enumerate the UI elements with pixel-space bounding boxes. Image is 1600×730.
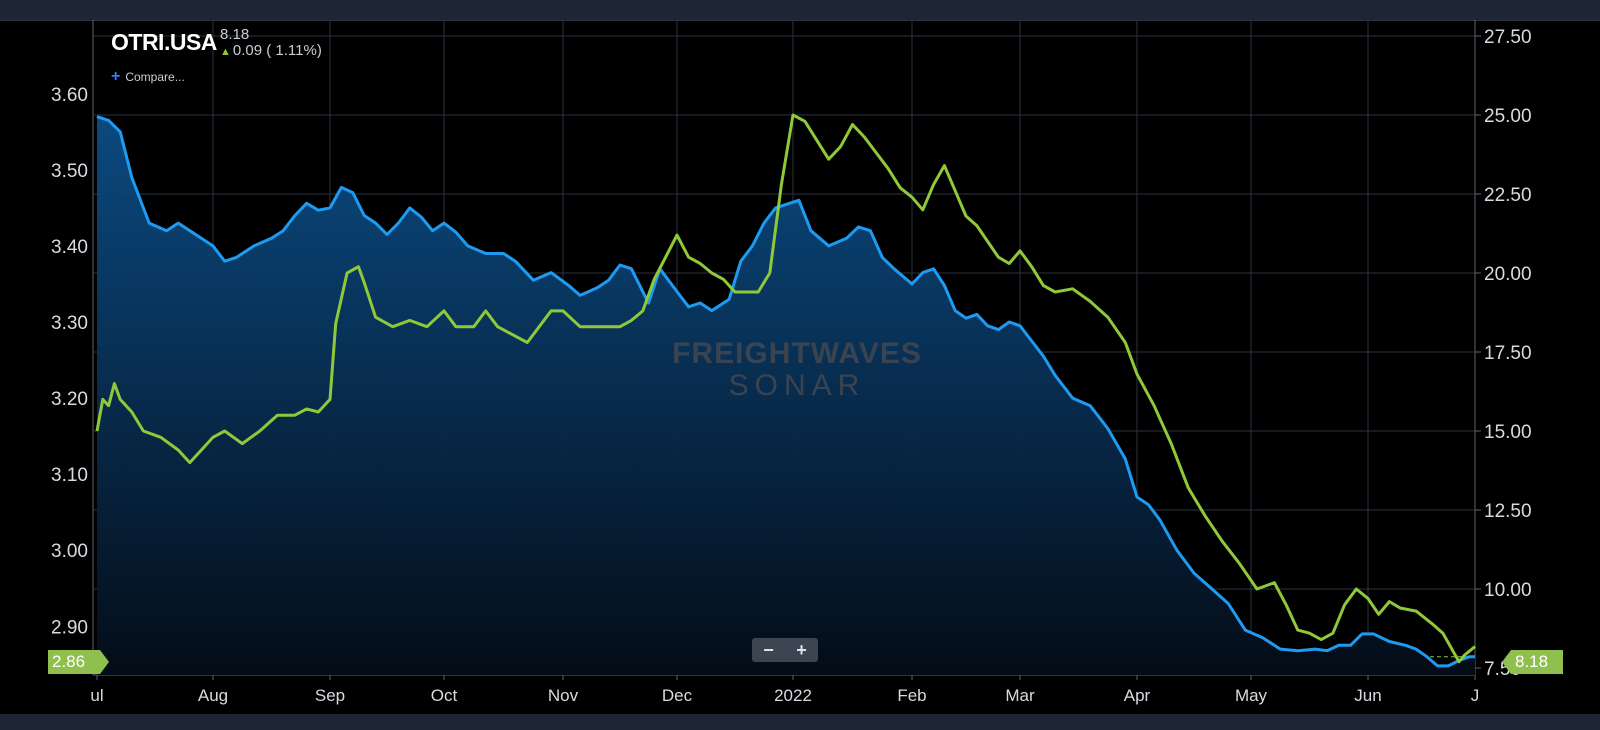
right-axis-tick-label: 15.00	[1484, 422, 1532, 443]
series-area-left	[97, 116, 1475, 676]
ticker-symbol[interactable]: OTRI.USA	[111, 29, 217, 55]
right-axis-tick-label: 25.00	[1484, 106, 1532, 127]
x-axis-tick-label: Dec	[662, 686, 693, 705]
up-arrow-icon: ▲	[220, 46, 231, 58]
left-axis-tick-label: 3.40	[51, 237, 88, 258]
compare-button[interactable]: + Compare...	[111, 68, 185, 86]
line-layer	[95, 113, 1476, 668]
right-axis-tick-label: 20.00	[1484, 264, 1532, 285]
x-axis-tick-label: May	[1235, 686, 1268, 705]
series-line-right	[95, 113, 1476, 664]
right-value-badge: 8.18	[1502, 650, 1563, 674]
area-layer	[97, 116, 1475, 676]
x-axis-tick-label: Apr	[1124, 686, 1151, 705]
right-axis-tick-label: 17.50	[1484, 343, 1532, 364]
x-axis-tick-label: 2022	[774, 686, 812, 705]
right-axis-tick-label: 10.00	[1484, 580, 1532, 601]
x-axis-tick-label: Oct	[431, 686, 458, 705]
left-value-badge: 2.86	[48, 650, 109, 674]
change-text: 0.09 ( 1.11%)	[232, 42, 322, 59]
change-value: ▲ 0.09 ( 1.11%)	[220, 42, 322, 59]
right-axis-tick-label: 12.50	[1484, 501, 1532, 522]
last-value: 8.18	[220, 26, 250, 43]
x-axis-tick-label: Feb	[897, 686, 926, 705]
x-axis-tick-label: Sep	[315, 686, 345, 705]
zoom-out-button[interactable]: −	[763, 640, 774, 660]
x-axis-tick-label: ul	[90, 686, 103, 705]
x-axis-tick-label: Mar	[1005, 686, 1035, 705]
left-axis-tick-label: 3.10	[51, 465, 88, 486]
zoom-controls: − +	[752, 638, 818, 662]
top-toolbar	[0, 0, 1600, 21]
compare-label: Compare...	[125, 70, 185, 84]
left-axis: 3.60 3.50 3.40 3.30 3.20 3.10 3.00 2.90	[51, 85, 88, 639]
series-line-left	[96, 115, 1475, 668]
plus-icon: +	[111, 68, 121, 85]
bottom-bar	[0, 714, 1600, 730]
x-axis-tick-label: Jun	[1354, 686, 1381, 705]
left-axis-tick-label: 3.20	[51, 389, 88, 410]
x-axis: ul Aug Sep Oct Nov Dec 2022 Feb Mar Apr May Jun J	[90, 675, 1479, 705]
left-axis-tick-label: 3.00	[51, 541, 88, 562]
left-axis-tick-label: 2.90	[51, 617, 88, 638]
left-axis-tick-label: 3.50	[51, 161, 88, 182]
right-axis-tick-label: 27.50	[1484, 27, 1532, 48]
zoom-in-button[interactable]: +	[796, 640, 807, 660]
right-axis: 27.50 25.00 22.50 20.00 17.50 15.00 12.50 10.00…	[1475, 27, 1532, 680]
x-axis-tick-label: Aug	[198, 686, 228, 705]
left-axis-tick-label: 3.60	[51, 85, 88, 106]
x-axis-tick-label: Nov	[548, 686, 579, 705]
x-axis-tick-label: J	[1471, 686, 1480, 705]
left-axis-tick-label: 3.30	[51, 313, 88, 334]
right-axis-tick-label: 22.50	[1484, 185, 1532, 206]
